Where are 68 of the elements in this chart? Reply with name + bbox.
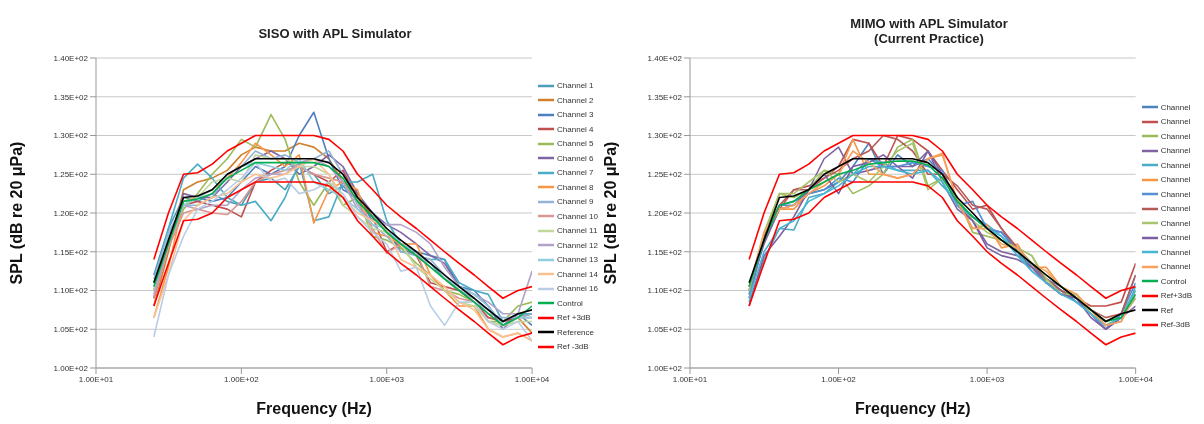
legend-label: Channel xyxy=(1160,189,1191,199)
y-tick-label: 1.15E+02 xyxy=(53,247,89,257)
legend-label: Channel 9 xyxy=(557,197,594,206)
legend-label: Channel 5 xyxy=(557,139,594,148)
y-tick-label: 1.30E+02 xyxy=(53,131,89,141)
legend-label: Channel 3 xyxy=(557,110,594,119)
y-tick-label: 1.25E+02 xyxy=(647,170,683,180)
legend-label: Channel 2 xyxy=(557,95,594,105)
legend-label: Channel 12 xyxy=(557,240,598,250)
legend-label: Channel 11 xyxy=(557,226,598,235)
legend-label: Control xyxy=(557,298,583,308)
legend-label: Channel 8 xyxy=(557,182,594,192)
legend-label: Channel 7 xyxy=(557,168,594,177)
legend-label: Channel 13 xyxy=(557,255,598,264)
legend-label: Channel xyxy=(1160,146,1191,156)
legend-label: Ref-3dB xyxy=(1160,320,1190,330)
x-tick-label: 1.00E+02 xyxy=(224,374,260,384)
legend-label: Channel xyxy=(1160,262,1191,272)
x-tick-label: 1.00E+04 xyxy=(1118,374,1154,384)
y-tick-label: 1.10E+02 xyxy=(53,286,89,296)
y-tick-label: 1.00E+02 xyxy=(647,363,683,373)
x-tick-label: 1.00E+03 xyxy=(969,374,1005,384)
legend-label: Channel xyxy=(1160,175,1191,185)
legend-label: Channel 6 xyxy=(557,153,594,163)
legend-label: Ref+3dB xyxy=(1160,291,1192,301)
legend-label: Ref +3dB xyxy=(557,313,591,322)
y-tick-label: 1.10E+02 xyxy=(647,286,683,296)
legend-label: Channel xyxy=(1160,233,1191,243)
x-axis-title: Frequency (Hz) xyxy=(855,400,971,417)
legend-label: Channel xyxy=(1160,102,1191,112)
y-tick-label: 1.20E+02 xyxy=(53,208,89,218)
y-tick-label: 1.05E+02 xyxy=(53,325,89,335)
y-tick-label: 1.15E+02 xyxy=(647,247,683,257)
y-tick-label: 1.00E+02 xyxy=(53,363,89,373)
legend-label: Channel xyxy=(1160,117,1191,127)
chart-title: SISO with APL Simulator xyxy=(257,25,413,41)
legend-label: Channel xyxy=(1160,160,1191,170)
chart-title: MIMO with APL Simulator xyxy=(849,15,1009,31)
y-tick-label: 1.40E+02 xyxy=(53,53,89,63)
x-tick-label: 1.00E+03 xyxy=(369,374,405,384)
chart-subtitle: (Current Practice) xyxy=(873,31,985,46)
legend-label: Channel 14 xyxy=(557,269,598,279)
legend-label: Control xyxy=(1160,276,1187,286)
legend-label: Channel 10 xyxy=(557,211,598,221)
legend-label: Channel xyxy=(1160,218,1191,228)
legend-label: Channel xyxy=(1160,131,1191,141)
legend-label: Channel 16 xyxy=(557,284,598,293)
legend-label: Channel xyxy=(1160,247,1191,257)
y-tick-label: 1.05E+02 xyxy=(647,325,683,335)
legend-label: Ref -3dB xyxy=(557,342,589,351)
y-tick-label: 1.20E+02 xyxy=(647,208,683,218)
y-axis-title: SPL (dB re 20 μPa) xyxy=(7,141,25,285)
x-axis-title: Frequency (Hz) xyxy=(256,400,372,417)
legend-label: Channel 4 xyxy=(557,124,594,134)
x-tick-label: 1.00E+02 xyxy=(821,374,857,384)
x-tick-label: 1.00E+01 xyxy=(78,374,114,384)
x-tick-label: 1.00E+01 xyxy=(672,374,708,384)
legend-label: Ref xyxy=(1160,305,1174,315)
y-axis-title: SPL (dB re 20 μPa) xyxy=(601,141,619,285)
legend-label: Channel 1 xyxy=(557,81,594,90)
legend-label: Reference xyxy=(557,327,594,337)
y-tick-label: 1.30E+02 xyxy=(647,131,683,141)
legend-label: Channel xyxy=(1160,204,1191,214)
y-tick-label: 1.35E+02 xyxy=(53,92,89,102)
y-tick-label: 1.40E+02 xyxy=(647,53,683,63)
x-tick-label: 1.00E+04 xyxy=(514,374,550,384)
y-tick-label: 1.25E+02 xyxy=(53,170,89,180)
y-tick-label: 1.35E+02 xyxy=(647,92,683,102)
